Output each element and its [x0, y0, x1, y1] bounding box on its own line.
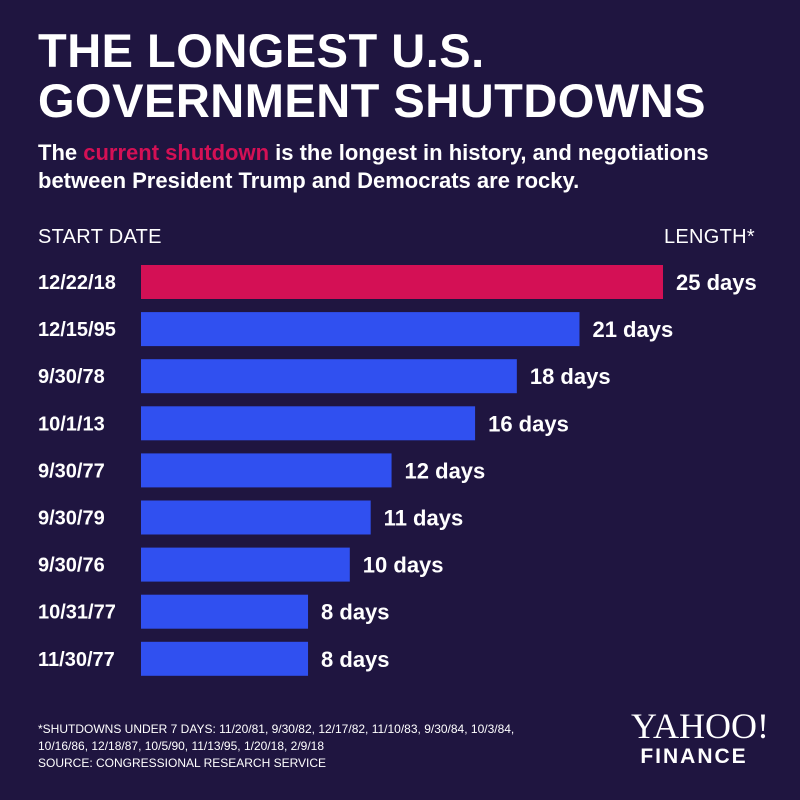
start-date-header: START DATE: [38, 226, 162, 248]
chart-title: THE LONGEST U.S. GOVERNMENT SHUTDOWNS: [38, 26, 778, 126]
start-date-label: 9/30/77: [38, 460, 105, 482]
source-line: SOURCE: CONGRESSIONAL RESEARCH SERVICE: [38, 756, 327, 770]
start-date-label: 11/30/77: [38, 649, 115, 671]
subtitle-post: is the longest in history, and negotiati…: [38, 140, 709, 193]
chart-subtitle: The current shutdown is the longest in h…: [38, 139, 778, 195]
length-value-label: 18 days: [530, 364, 611, 389]
shutdown-bar: [141, 359, 517, 394]
shutdown-bar: [141, 312, 580, 347]
shutdown-bar: [141, 641, 309, 676]
subtitle-highlight: current shutdown: [83, 140, 270, 165]
shutdown-bar: [141, 594, 309, 629]
length-value-label: 25 days: [676, 270, 757, 295]
start-date-label: 10/31/77: [38, 602, 116, 624]
shutdown-bar: [141, 500, 371, 535]
start-date-label: 10/1/13: [38, 413, 105, 435]
length-value-label: 10 days: [363, 553, 444, 578]
start-date-label: 9/30/78: [38, 366, 105, 388]
length-header: LENGTH*: [663, 226, 755, 248]
shutdown-bar: [141, 547, 350, 582]
title-line-2: GOVERNMENT SHUTDOWNS: [38, 74, 706, 127]
length-value-label: 16 days: [488, 411, 569, 436]
length-value-label: 21 days: [592, 317, 673, 342]
start-date-label: 9/30/76: [38, 555, 105, 577]
logo-line-2: FINANCE: [640, 745, 748, 768]
footnote-line-1: *SHUTDOWNS UNDER 7 DAYS: 11/20/81, 9/30/…: [38, 722, 515, 736]
length-value-label: 11 days: [384, 506, 464, 531]
title-line-1: THE LONGEST U.S.: [38, 24, 485, 77]
length-value-label: 12 days: [405, 458, 486, 483]
subtitle-pre: The: [38, 140, 84, 165]
logo-line-1: YAHOO!: [631, 706, 769, 746]
start-date-label: 9/30/79: [38, 508, 105, 530]
shutdown-bar: [141, 453, 392, 488]
start-date-label: 12/22/18: [38, 272, 116, 294]
start-date-label: 12/15/95: [38, 319, 116, 341]
footnote-line-2: 10/16/86, 12/18/87, 10/5/90, 11/13/95, 1…: [38, 739, 325, 753]
yahoo-finance-logo: YAHOO! FINANCE: [620, 707, 780, 769]
current-shutdown-bar: [141, 265, 663, 299]
footnote: *SHUTDOWNS UNDER 7 DAYS: 11/20/81, 9/30/…: [38, 721, 578, 772]
length-value-label: 8 days: [321, 647, 390, 672]
length-value-label: 8 days: [321, 600, 390, 625]
shutdown-bar: [141, 406, 476, 441]
